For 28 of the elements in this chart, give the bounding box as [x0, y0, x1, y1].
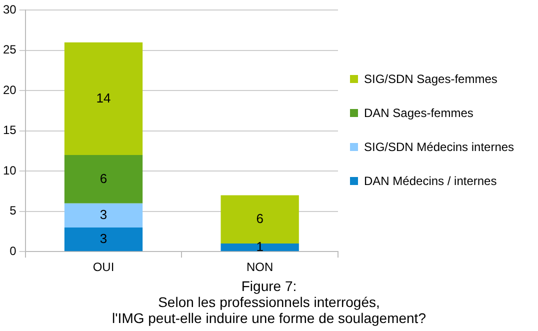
- y-tick-label: 5: [10, 204, 17, 218]
- text: l'IMG peut-elle induire une forme de soulagement?: [111, 310, 427, 326]
- legend-label: SIG/SDN Sages-femmes: [364, 72, 498, 86]
- data-label: 3: [100, 206, 108, 222]
- y-tick-label: 20: [2, 82, 17, 97]
- bar: [64, 203, 143, 228]
- bar: [64, 42, 143, 156]
- bar: [64, 227, 143, 252]
- y-tick-label: 25: [2, 42, 17, 57]
- data-label: 6: [256, 210, 264, 226]
- bar: [220, 195, 299, 244]
- legend-label: DAN Médecins / internes: [364, 174, 497, 188]
- y-tick-label: 0: [10, 244, 17, 258]
- bar: [64, 155, 143, 204]
- caption: Figure 7:: [240, 278, 298, 294]
- y-tick-label: 30: [2, 2, 17, 17]
- text: Selon les professionnels interrogés,: [157, 294, 381, 310]
- data-label: 6: [100, 170, 108, 186]
- y-tick-label: 10: [2, 163, 17, 178]
- data-label: 3: [100, 230, 108, 246]
- x-tick-label: NON: [246, 260, 274, 274]
- legend-label: DAN Sages-femmes: [364, 106, 474, 120]
- data-label: 1: [256, 238, 264, 254]
- legend-label: SIG/SDN Médecins internes: [364, 140, 514, 154]
- x-tick-label: OUI: [92, 260, 114, 274]
- bar: [220, 244, 299, 252]
- data-label: 14: [96, 90, 111, 106]
- y-tick-label: 15: [2, 123, 17, 138]
